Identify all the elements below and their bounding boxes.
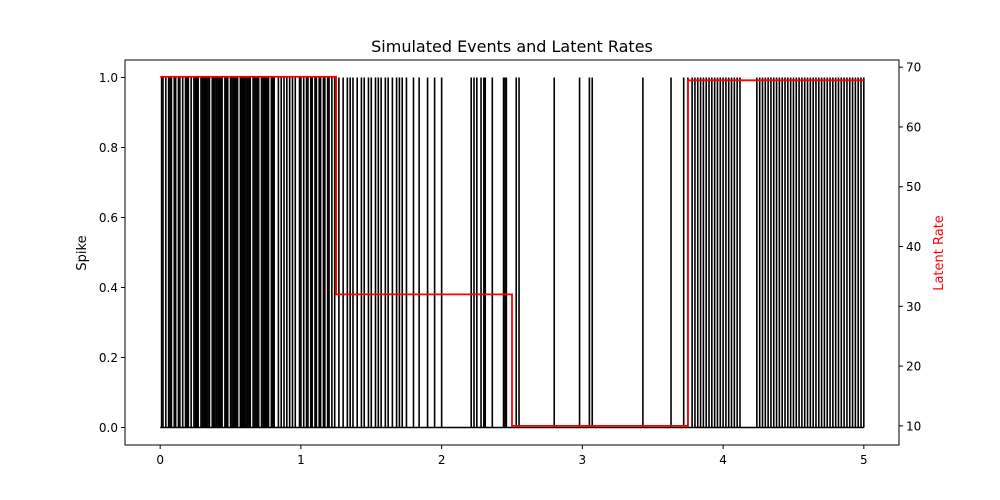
x-tick-label: 4 xyxy=(719,453,727,467)
x-tick-label: 1 xyxy=(297,453,305,467)
x-tick-label: 5 xyxy=(860,453,868,467)
y2-tick-label: 10 xyxy=(906,419,921,433)
chart-title: Simulated Events and Latent Rates xyxy=(371,37,653,56)
y-tick-label: 0.4 xyxy=(99,281,118,295)
x-tick-label: 3 xyxy=(579,453,587,467)
x-tick-label: 0 xyxy=(156,453,164,467)
y-tick-label: 0.0 xyxy=(99,421,118,435)
y2-tick-label: 40 xyxy=(906,240,921,254)
spike-series xyxy=(160,77,865,429)
axis-ticks: 0 1 2 3 4 5 0.0 0.2 0.4 0.6 0.8 1.0 10 20 30 40 50 60 70 xyxy=(99,61,921,467)
rate-series xyxy=(160,75,864,427)
y-tick-label: 0.2 xyxy=(99,351,118,365)
y2-tick-label: 60 xyxy=(906,120,921,134)
y2-tick-label: 30 xyxy=(906,300,921,314)
y-tick-label: 0.8 xyxy=(99,141,118,155)
plot-frame xyxy=(124,59,900,446)
y-tick-label: 1.0 xyxy=(99,71,118,85)
y2-tick-label: 50 xyxy=(906,180,921,194)
y-axis-label: Spike xyxy=(75,235,90,270)
x-tick-label: 2 xyxy=(438,453,446,467)
rate-line xyxy=(160,75,864,427)
y2-tick-label: 70 xyxy=(906,61,921,75)
y-tick-label: 0.6 xyxy=(99,211,118,225)
y2-axis-label: Latent Rate xyxy=(932,215,947,291)
y2-tick-label: 20 xyxy=(906,360,921,374)
